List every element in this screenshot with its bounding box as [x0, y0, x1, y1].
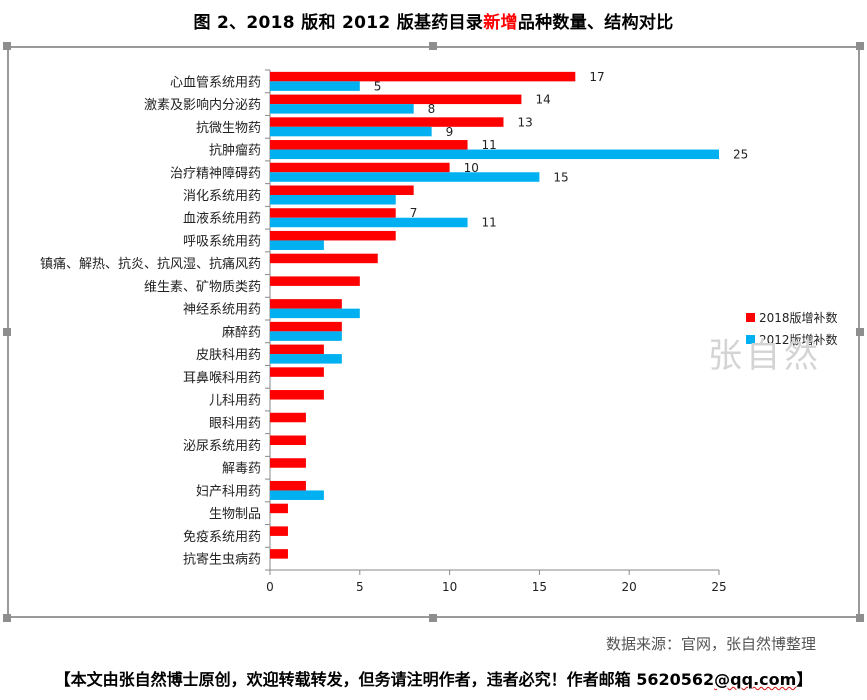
data-label-2012-6: 11	[482, 216, 497, 230]
category-label-2: 抗微生物药	[196, 121, 261, 136]
bar-2012-12	[270, 354, 342, 364]
resize-handle-bottom-center[interactable]	[429, 614, 437, 622]
category-label-15: 眼科用药	[209, 416, 261, 431]
bar-2018-13	[270, 367, 324, 377]
resize-handle-top-center[interactable]	[429, 42, 437, 50]
category-label-10: 神经系统用药	[183, 303, 261, 318]
resize-handle-top-left[interactable]	[3, 42, 11, 50]
x-tick-label-3: 15	[532, 580, 547, 594]
bar-2012-6	[270, 217, 468, 228]
data-label-2018-4: 10	[464, 161, 479, 175]
category-label-16: 泌尿系统用药	[183, 439, 261, 454]
copyright-footer: 【本文由张自然博士原创，欢迎转载转发，但务请注明作者，违者必究！作者邮箱 562…	[0, 666, 867, 690]
category-label-11: 麻醉药	[222, 324, 261, 340]
resize-handle-top-right[interactable]	[856, 42, 864, 50]
x-tick-label-2: 10	[442, 580, 457, 594]
category-label-14: 儿科用药	[209, 394, 261, 409]
x-tick-label-0: 0	[266, 580, 274, 594]
category-label-4: 治疗精神障碍药	[170, 166, 261, 181]
footer-text: 【本文由张自然博士原创，欢迎转载转发，但务请注明作者，违者必究！作者邮箱 562…	[54, 670, 715, 689]
bar-2018-19	[270, 503, 288, 514]
source-note: 数据来源：官网，张自然博整理	[606, 635, 817, 653]
category-label-6: 血液系统用药	[183, 212, 261, 227]
title-highlight: 新增	[483, 13, 518, 33]
bar-2018-5	[270, 185, 414, 195]
category-label-20: 免疫系统用药	[183, 529, 261, 545]
bar-2012-10	[270, 308, 360, 319]
bar-2012-3	[270, 149, 719, 160]
title-suffix: 品种数量、结构对比	[517, 13, 674, 33]
data-label-2012-0: 5	[374, 79, 382, 93]
legend-label-1: 2012版增补数	[759, 332, 838, 347]
bar-2018-1	[270, 94, 522, 105]
bar-2012-0	[270, 81, 360, 91]
data-label-2012-2: 9	[446, 125, 454, 139]
category-label-12: 皮肤科用药	[196, 348, 261, 363]
data-label-2012-4: 15	[553, 170, 568, 184]
watermark: 张自然	[708, 336, 822, 376]
category-label-13: 耳鼻喉科用药	[183, 370, 261, 386]
data-label-2018-6: 7	[410, 206, 418, 220]
bar-2018-17	[270, 458, 306, 468]
bar-2018-18	[270, 480, 306, 491]
data-label-2018-0: 17	[589, 70, 604, 84]
bar-2012-1	[270, 104, 414, 114]
bar-2018-12	[270, 344, 324, 355]
category-label-7: 呼吸系统用药	[183, 234, 261, 249]
legend-label-0: 2018版增补数	[759, 310, 838, 325]
data-label-2018-2: 13	[517, 115, 532, 129]
bar-2018-16	[270, 435, 306, 445]
title-prefix: 图 2、2018 版和 2012 版基药目录	[193, 13, 484, 33]
resize-handle-bottom-left[interactable]	[3, 614, 11, 622]
legend-swatch-1	[746, 335, 755, 344]
bar-2018-9	[270, 276, 360, 286]
bar-2012-11	[270, 331, 342, 341]
category-label-18: 妇产科用药	[196, 483, 261, 499]
category-label-3: 抗肿瘤药	[209, 143, 261, 159]
bar-2018-10	[270, 299, 342, 309]
resize-handle-bottom-right[interactable]	[856, 614, 864, 622]
category-label-1: 激素及影响内分泌药	[144, 97, 261, 113]
bar-2012-4	[270, 172, 540, 182]
legend-swatch-0	[746, 313, 755, 322]
category-label-8: 镇痛、解热、抗炎、抗风湿、抗痛风药	[40, 256, 261, 272]
page-title: 图 2、2018 版和 2012 版基药目录新增品种数量、结构对比	[0, 8, 867, 33]
bar-2012-5	[270, 195, 396, 205]
data-label-2018-3: 11	[482, 138, 497, 152]
data-label-2018-1: 14	[535, 93, 550, 107]
category-label-17: 解毒药	[222, 462, 261, 477]
x-tick-label-5: 25	[711, 580, 726, 594]
category-label-0: 心血管系统用药	[170, 75, 261, 90]
data-label-2012-3: 25	[733, 148, 748, 162]
bar-2012-7	[270, 240, 324, 250]
bar-2018-21	[270, 549, 288, 559]
bar-2018-0	[270, 71, 576, 82]
footer-email: @qq.com	[714, 670, 797, 689]
bar-2018-2	[270, 117, 504, 127]
footer-end: 】	[796, 670, 813, 689]
data-label-2012-1: 8	[428, 102, 436, 116]
bar-2012-18	[270, 490, 324, 500]
x-tick-label-1: 5	[356, 580, 364, 594]
bar-2018-20	[270, 526, 288, 536]
bar-2018-14	[270, 390, 324, 400]
category-label-5: 消化系统用药	[183, 189, 261, 204]
resize-handle-middle-right[interactable]	[856, 328, 864, 336]
bar-2018-8	[270, 253, 378, 264]
resize-handle-middle-left[interactable]	[3, 328, 11, 336]
category-label-19: 生物制品	[209, 507, 261, 522]
bar-2018-4	[270, 162, 450, 173]
category-label-21: 抗寄生虫病药	[183, 552, 261, 568]
bar-2012-2	[270, 126, 432, 137]
bar-2018-11	[270, 321, 342, 332]
bar-2018-15	[270, 412, 306, 423]
x-tick-label-4: 20	[622, 580, 637, 594]
bar-2018-6	[270, 208, 396, 218]
bar-2018-3	[270, 140, 468, 150]
bar-2018-7	[270, 230, 396, 241]
category-label-9: 维生素、矿物质类药	[144, 280, 261, 295]
